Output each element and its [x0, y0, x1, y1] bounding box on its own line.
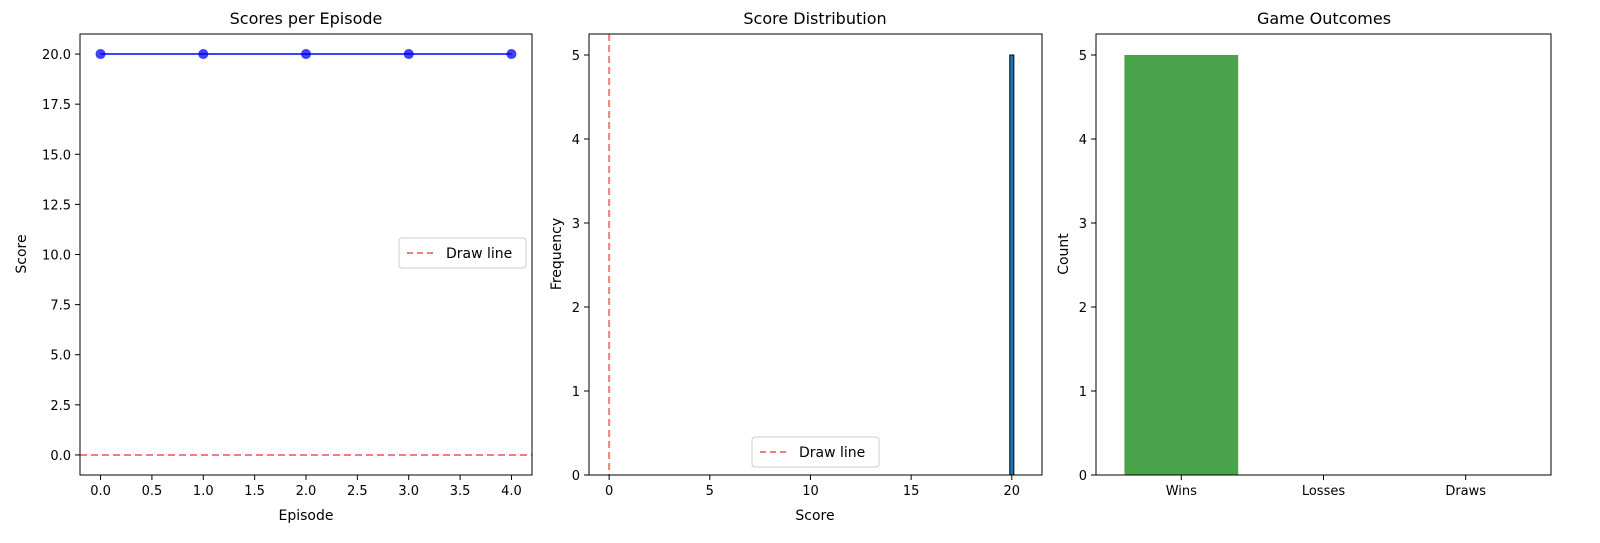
chart2-legend: Draw line	[751, 436, 880, 468]
chart1-xtick-label-3: 1.5	[244, 484, 265, 499]
chart3-ytick-label-1: 1	[1079, 385, 1087, 400]
chart1-xtick-label-0: 0.0	[90, 484, 111, 499]
chart2-ytick-label-2: 2	[572, 301, 580, 316]
chart1-legend-label: Draw line	[446, 246, 512, 262]
chart1-ytick-label-0: 0.0	[50, 449, 71, 464]
chart3-ylabel: Count	[1056, 233, 1072, 275]
chart2-legend-label: Draw line	[799, 445, 865, 461]
chart2-ytick-label-3: 3	[572, 217, 580, 232]
chart3-ytick-label-4: 4	[1079, 133, 1087, 148]
chart2-xlabel: Score	[795, 508, 834, 524]
chart1-ytick-label-6: 15.0	[42, 148, 71, 163]
chart1-xtick-label-8: 4.0	[501, 484, 522, 499]
chart1-ytick-label-3: 7.5	[50, 299, 71, 314]
chart2-ylabel: Frequency	[549, 218, 565, 290]
chart1-title: Scores per Episode	[230, 9, 383, 28]
chart3-ytick-label-2: 2	[1079, 301, 1087, 316]
chart3-plot-area: Wins Losses Draws 0 1 2 3 4 5	[1079, 33, 1552, 499]
chart3-xtick-label-1: Losses	[1302, 484, 1346, 499]
chart2-title: Score Distribution	[743, 9, 886, 28]
chart1-xtick-label-5: 2.5	[347, 484, 368, 499]
chart1-ytick-label-4: 10.0	[42, 249, 71, 264]
chart1-point-1	[198, 49, 209, 60]
chart3-ytick-label-3: 3	[1079, 217, 1087, 232]
chart1-xtick-label-2: 1.0	[193, 484, 214, 499]
chart2-xtick-label-2: 10	[802, 484, 819, 499]
chart2-ytick-label-1: 1	[572, 385, 580, 400]
chart3-ytick-label-5: 5	[1079, 49, 1087, 64]
chart3-xtick-label-0: Wins	[1166, 484, 1197, 499]
chart2-ytick-label-5: 5	[572, 49, 580, 64]
chart-scores-per-episode: Scores per Episode 0.0 0.5 1.0 1.5 2.0 2.5 3.0…	[14, 9, 533, 524]
chart2-xtick-label-4: 20	[1004, 484, 1021, 499]
chart1-legend: Draw line	[398, 237, 527, 269]
chart1-ytick-label-8: 20.0	[42, 48, 71, 63]
chart1-point-0	[95, 49, 106, 60]
chart2-ytick-label-4: 4	[572, 133, 580, 148]
chart1-xtick-label-7: 3.5	[450, 484, 471, 499]
chart2-ytick-label-0: 0	[572, 469, 580, 484]
chart2-xtick-label-0: 0	[605, 484, 613, 499]
chart1-xtick-label-4: 2.0	[296, 484, 317, 499]
chart3-ytick-label-0: 0	[1079, 469, 1087, 484]
chart1-ytick-label-1: 2.5	[50, 399, 71, 414]
chart1-point-4	[506, 49, 517, 60]
chart1-ytick-label-2: 5.0	[50, 349, 71, 364]
chart2-xtick-label-1: 5	[706, 484, 714, 499]
chart1-point-2	[301, 49, 311, 60]
chart3-title: Game Outcomes	[1257, 9, 1391, 28]
chart1-xtick-label-6: 3.0	[398, 484, 419, 499]
chart1-plot-area: 0.0 0.5 1.0 1.5 2.0 2.5 3.0 3.5 4.0 0.0 2.5 5.0 7.5 1…	[42, 33, 533, 499]
chart1-xlabel: Episode	[279, 508, 334, 524]
chart1-xtick-label-1: 0.5	[142, 484, 163, 499]
chart1-ylabel: Score	[14, 234, 30, 273]
chart3-bar-wins	[1124, 55, 1239, 475]
chart3-xtick-label-2: Draws	[1445, 484, 1486, 499]
chart1-point-3	[403, 49, 414, 60]
chart2-plot-area: 0 5 10 15 20 0 1 2 3 4 5	[572, 33, 1043, 499]
chart2-xtick-label-3: 15	[903, 484, 920, 499]
chart1-ytick-label-7: 17.5	[42, 98, 71, 113]
chart-game-outcomes: Game Outcomes Wins Losses Draws 0 1 2 3 4 5 Coun…	[1056, 9, 1552, 499]
chart2-bar-0	[1009, 54, 1015, 476]
chart2-frame	[588, 33, 1043, 476]
chart1-ytick-label-5: 12.5	[42, 198, 71, 213]
